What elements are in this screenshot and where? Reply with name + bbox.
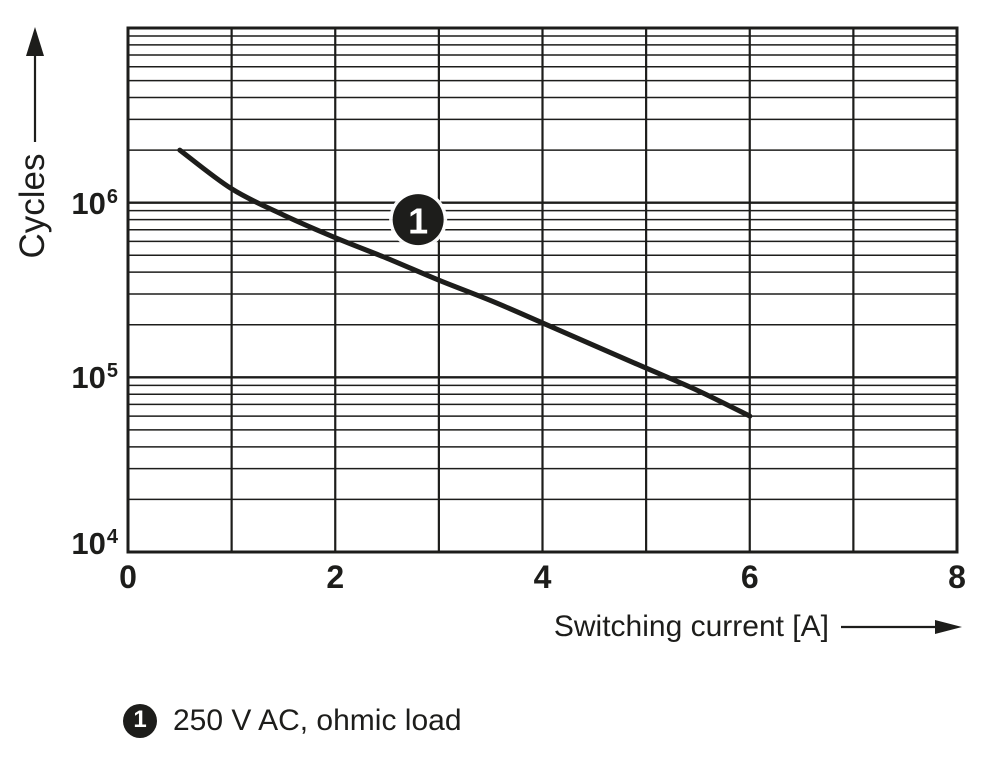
plot-border [126, 26, 959, 554]
x-axis-title: Switching current [A] [553, 610, 829, 643]
y-axis-arrow-icon [26, 27, 44, 142]
plot-area: 1 [126, 26, 959, 554]
legend-label: 250 V AC, ohmic load [173, 704, 462, 737]
y-tick-base: 10 [71, 185, 106, 221]
y-tick-exponent: 6 [106, 185, 118, 208]
y-tick-base: 10 [71, 360, 106, 396]
y-tick-exponent: 5 [106, 360, 118, 383]
y-axis-title: Cycles [13, 153, 52, 259]
y-tick-1e4: 104 [71, 527, 118, 559]
y-tick-base: 10 [71, 526, 106, 561]
x-tick-4: 4 [533, 559, 552, 595]
gridlines [126, 26, 959, 554]
x-tick-8: 8 [948, 559, 966, 595]
series-curve [177, 147, 753, 419]
x-axis-title-group: Switching current [A] [0, 610, 963, 644]
series-marker-badge: 1 [389, 190, 448, 249]
x-tick-0: 0 [119, 559, 137, 595]
y-tick-exponent: 4 [106, 526, 118, 548]
y-tick-1e5: 105 [71, 361, 118, 393]
x-tick-2: 2 [326, 559, 345, 595]
x-tick-6: 6 [740, 559, 759, 595]
y-tick-1e6: 106 [71, 187, 118, 219]
legend: 1 250 V AC, ohmic load [123, 704, 462, 738]
series-marker-label: 1 [408, 201, 428, 242]
legend-marker-badge: 1 [123, 704, 157, 738]
x-axis-arrow-icon [841, 620, 962, 634]
